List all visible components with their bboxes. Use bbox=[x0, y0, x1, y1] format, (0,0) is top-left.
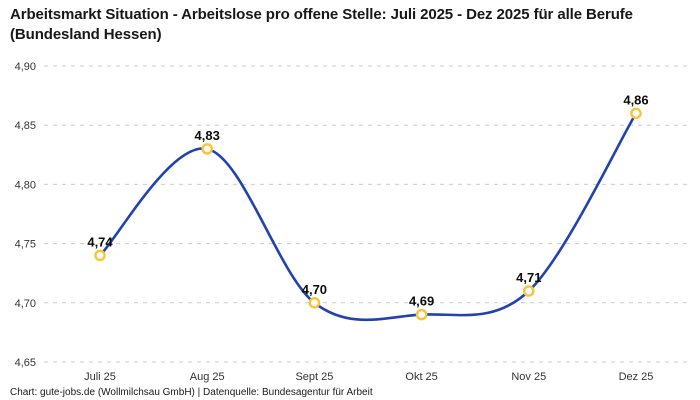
x-tick-label: Dez 25 bbox=[619, 371, 654, 383]
data-point-label: 4,70 bbox=[302, 282, 327, 297]
series-line bbox=[98, 112, 638, 322]
y-tick-label: 4,70 bbox=[15, 298, 36, 310]
data-point-label: 4,71 bbox=[516, 270, 541, 285]
chart-title: Arbeitsmarkt Situation - Arbeitslose pro… bbox=[10, 6, 633, 43]
y-tick-label: 4,85 bbox=[15, 120, 36, 132]
data-point-label: 4,83 bbox=[195, 128, 220, 143]
data-point-marker[interactable] bbox=[415, 308, 428, 321]
x-tick-label: Sept 25 bbox=[295, 371, 333, 383]
data-point-marker[interactable] bbox=[630, 107, 642, 120]
x-tick-label: Nov 25 bbox=[511, 371, 546, 383]
data-point-marker[interactable] bbox=[308, 296, 321, 309]
data-point-marker[interactable] bbox=[201, 143, 213, 155]
x-tick-label: Juli 25 bbox=[84, 371, 116, 383]
data-point-label: 4,69 bbox=[409, 294, 434, 309]
data-point-label: 4,74 bbox=[87, 234, 113, 249]
data-point-label: 4,86 bbox=[623, 92, 648, 107]
source-credit: Chart: gute-jobs.de (Wollmilchsau GmbH) … bbox=[10, 387, 373, 398]
y-tick-label: 4,75 bbox=[15, 239, 36, 251]
x-tick-label: Aug 25 bbox=[190, 371, 225, 383]
y-tick-label: 4,80 bbox=[15, 179, 36, 191]
x-tick-label: Okt 25 bbox=[405, 371, 437, 383]
data-point-marker[interactable] bbox=[523, 285, 535, 297]
data-point-marker[interactable] bbox=[94, 249, 106, 262]
y-tick-label: 4,65 bbox=[15, 357, 36, 369]
y-tick-label: 4,90 bbox=[15, 61, 36, 73]
